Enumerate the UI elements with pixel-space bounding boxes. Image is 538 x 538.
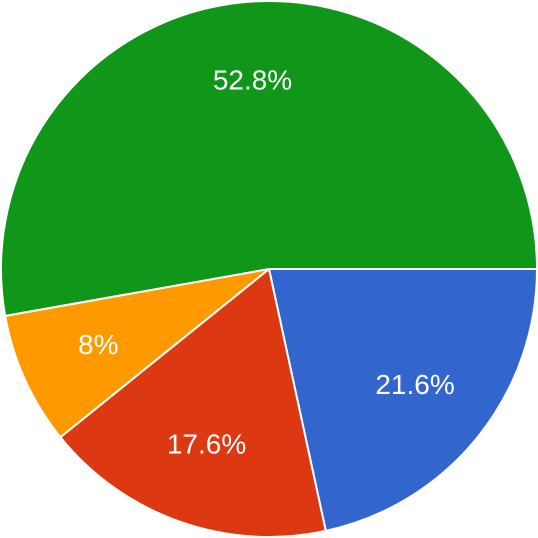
- pie-slice: [3, 268, 270, 439]
- slice-label: 17.6%: [167, 428, 246, 459]
- pie-slice: [58, 267, 328, 538]
- pie-slice: [0, 0, 538, 318]
- slice-label: 21.6%: [375, 369, 454, 400]
- slice-label: 8%: [78, 329, 118, 360]
- pie-slice: [267, 268, 538, 533]
- slice-label: 52.8%: [213, 65, 292, 96]
